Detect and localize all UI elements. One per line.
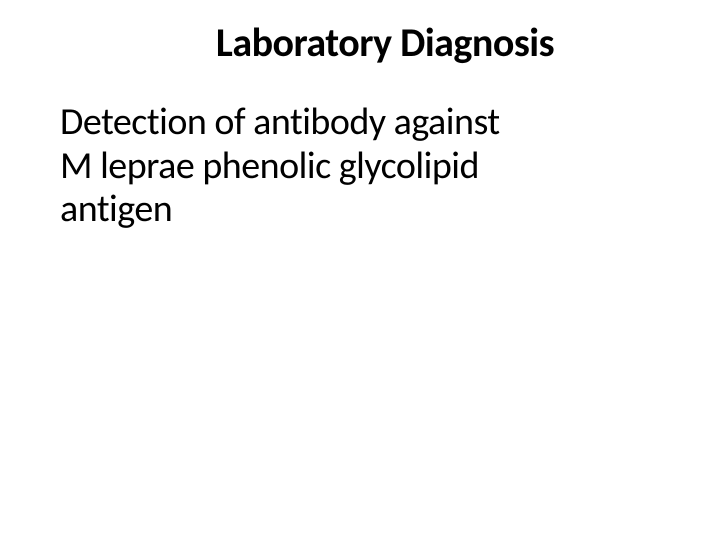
body-line-3: antigen xyxy=(60,188,660,232)
slide-container: Laboratory Diagnosis Detection of antibo… xyxy=(0,0,720,540)
body-line-1: Detection of antibody against xyxy=(60,101,660,145)
slide-title: Laboratory Diagnosis xyxy=(60,18,660,67)
slide-body: Detection of antibody against M leprae p… xyxy=(60,101,660,232)
body-line-2: M leprae phenolic glycolipid xyxy=(60,145,660,189)
